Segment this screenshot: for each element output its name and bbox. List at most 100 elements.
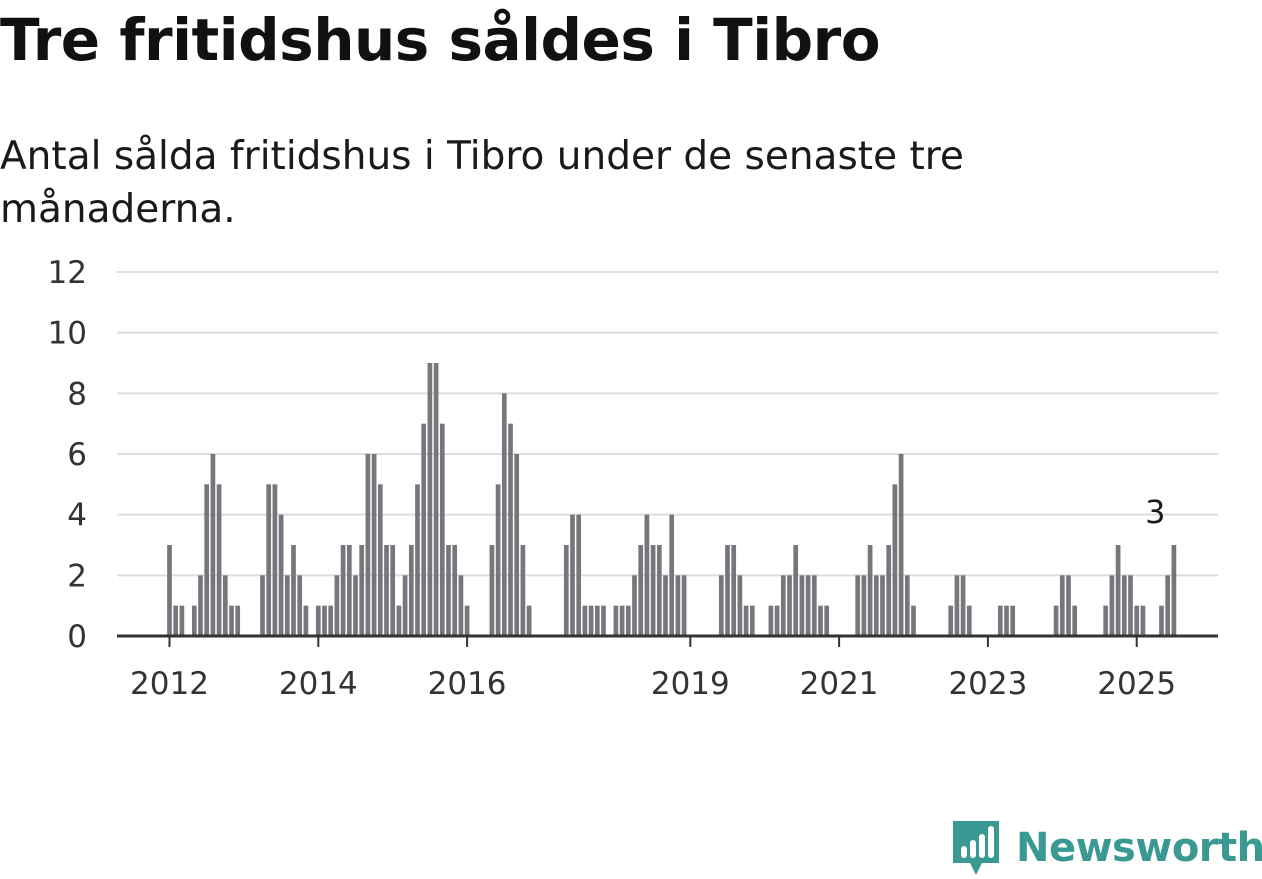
bar — [278, 514, 284, 636]
bar — [1053, 605, 1059, 636]
axes: 0 2 4 6 8 10 12 3 2012 2014 2016 2019 2021 2023 2025 — [48, 255, 1218, 702]
y-tick-label: 6 — [67, 437, 87, 473]
bar — [824, 605, 830, 636]
y-tick-label: 8 — [67, 376, 87, 412]
bar — [198, 575, 203, 636]
bar — [390, 545, 396, 636]
newsworthy-logo: Newsworthy — [950, 818, 1262, 878]
bar — [799, 575, 805, 636]
bar — [291, 545, 296, 636]
bar — [377, 484, 383, 636]
x-tick-label: 2014 — [279, 666, 358, 702]
bar — [1059, 575, 1065, 636]
y-tick-label: 4 — [67, 498, 87, 534]
bar — [433, 363, 439, 636]
bar — [588, 605, 594, 636]
bar — [446, 545, 451, 636]
bar — [675, 575, 681, 636]
bar — [235, 605, 241, 636]
bar — [1004, 605, 1009, 636]
bar — [718, 575, 724, 636]
bar — [563, 545, 569, 636]
bar — [886, 545, 892, 636]
bar — [663, 575, 668, 636]
bar — [402, 575, 408, 636]
bar — [818, 605, 823, 636]
bar — [743, 605, 749, 636]
bar — [1159, 605, 1164, 636]
bar — [501, 393, 507, 636]
bar — [601, 605, 606, 636]
x-tick-label: 2019 — [651, 666, 730, 702]
bar — [1010, 605, 1016, 636]
bar — [1134, 605, 1140, 636]
bar — [638, 545, 644, 636]
bar — [346, 545, 352, 636]
bar — [904, 575, 910, 636]
gridlines — [117, 271, 1218, 577]
newsworthy-logo-text: Newsworthy — [1016, 825, 1262, 871]
bar — [867, 545, 873, 636]
chart-subtitle: Antal sålda fritidshus i Tibro under de … — [0, 134, 964, 232]
x-tick-label: 2012 — [130, 666, 209, 702]
bar — [334, 575, 340, 636]
bar — [495, 484, 501, 636]
y-tick-label: 12 — [48, 255, 87, 291]
bar — [489, 545, 495, 636]
bar — [1128, 575, 1133, 636]
bar — [960, 575, 966, 636]
y-tick-label: 2 — [67, 558, 87, 594]
bar — [1171, 545, 1177, 636]
bar — [805, 575, 811, 636]
bar — [514, 454, 520, 636]
x-tick-label: 2021 — [800, 666, 879, 702]
bar — [315, 605, 321, 636]
bar — [408, 545, 414, 636]
bar — [570, 514, 575, 636]
bar — [322, 605, 327, 636]
bar — [365, 454, 371, 636]
bar — [1072, 605, 1078, 636]
bar — [644, 514, 650, 636]
bar — [768, 605, 774, 636]
bar — [260, 575, 265, 636]
bar — [216, 484, 222, 636]
bar — [954, 575, 960, 636]
bar — [1115, 545, 1121, 636]
bar — [811, 575, 817, 636]
bar — [948, 605, 954, 636]
bar — [1121, 575, 1127, 636]
bar — [892, 484, 898, 636]
bar — [880, 575, 885, 636]
bar — [204, 484, 210, 636]
bar — [681, 575, 687, 636]
bar — [191, 605, 197, 636]
bar — [359, 545, 365, 636]
bar — [737, 575, 743, 636]
bar — [297, 575, 303, 636]
bar — [210, 454, 216, 636]
bar — [427, 363, 433, 636]
bar — [911, 605, 916, 636]
bar — [656, 545, 662, 636]
bar — [526, 605, 532, 636]
bar — [731, 545, 737, 636]
bar — [898, 454, 904, 636]
x-tick-label: 2025 — [1097, 666, 1176, 702]
bar — [632, 575, 637, 636]
bar — [855, 575, 861, 636]
bars — [167, 363, 1177, 636]
bar — [458, 575, 464, 636]
newsworthy-logo-icon — [953, 821, 999, 875]
bar — [353, 575, 358, 636]
bar — [508, 423, 513, 636]
bar — [452, 545, 458, 636]
bar — [787, 575, 792, 636]
bar — [594, 605, 600, 636]
bar — [371, 454, 377, 636]
bar — [749, 605, 755, 636]
bar — [222, 575, 228, 636]
bar — [1140, 605, 1146, 636]
bar — [966, 605, 972, 636]
